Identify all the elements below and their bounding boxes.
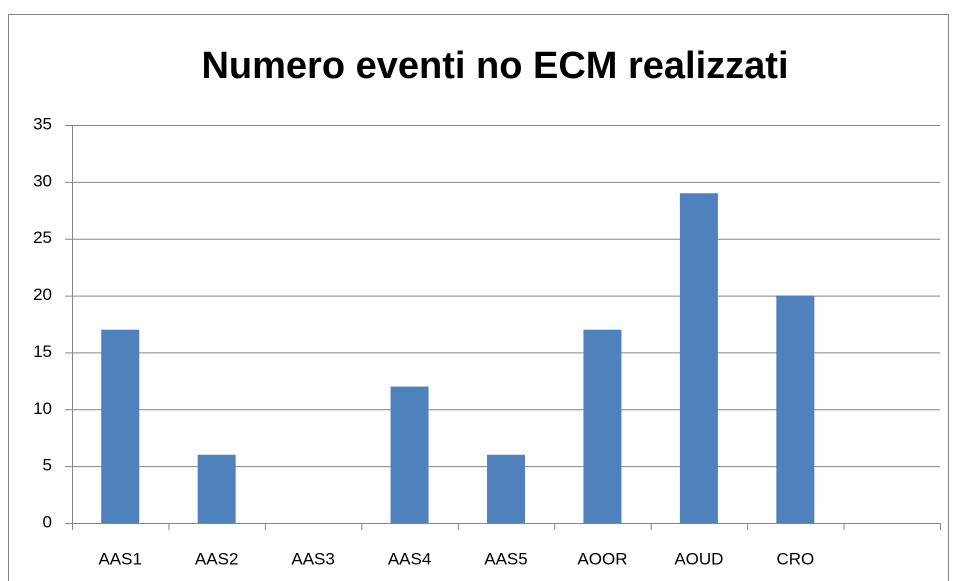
chart-title: Numero eventi no ECM realizzati (201, 45, 788, 87)
bar (197, 454, 236, 523)
y-tick-label: 25 (33, 228, 52, 247)
x-tick-label: AAS2 (195, 549, 238, 568)
y-tick-label: 10 (33, 399, 52, 418)
bar (679, 193, 718, 523)
bar (101, 329, 140, 523)
x-tick-label: AAS4 (388, 549, 431, 568)
y-tick-label: 5 (43, 456, 52, 475)
bar (583, 329, 622, 523)
y-tick-label: 0 (43, 512, 52, 531)
x-tick-label: AAS5 (484, 549, 527, 568)
x-tick-label: AOUD (674, 549, 723, 568)
bar (390, 386, 429, 523)
y-tick-label: 20 (33, 285, 52, 304)
x-tick-label: AAS1 (98, 549, 141, 568)
bar (776, 295, 815, 523)
x-tick-label: AOOR (577, 549, 627, 568)
x-tick-label: AAS3 (291, 549, 334, 568)
y-tick-label: 15 (33, 342, 52, 361)
y-tick-label: 30 (33, 171, 52, 190)
x-tick-label: CRO (776, 549, 814, 568)
y-tick-label: 35 (33, 114, 52, 133)
bar (487, 454, 525, 523)
